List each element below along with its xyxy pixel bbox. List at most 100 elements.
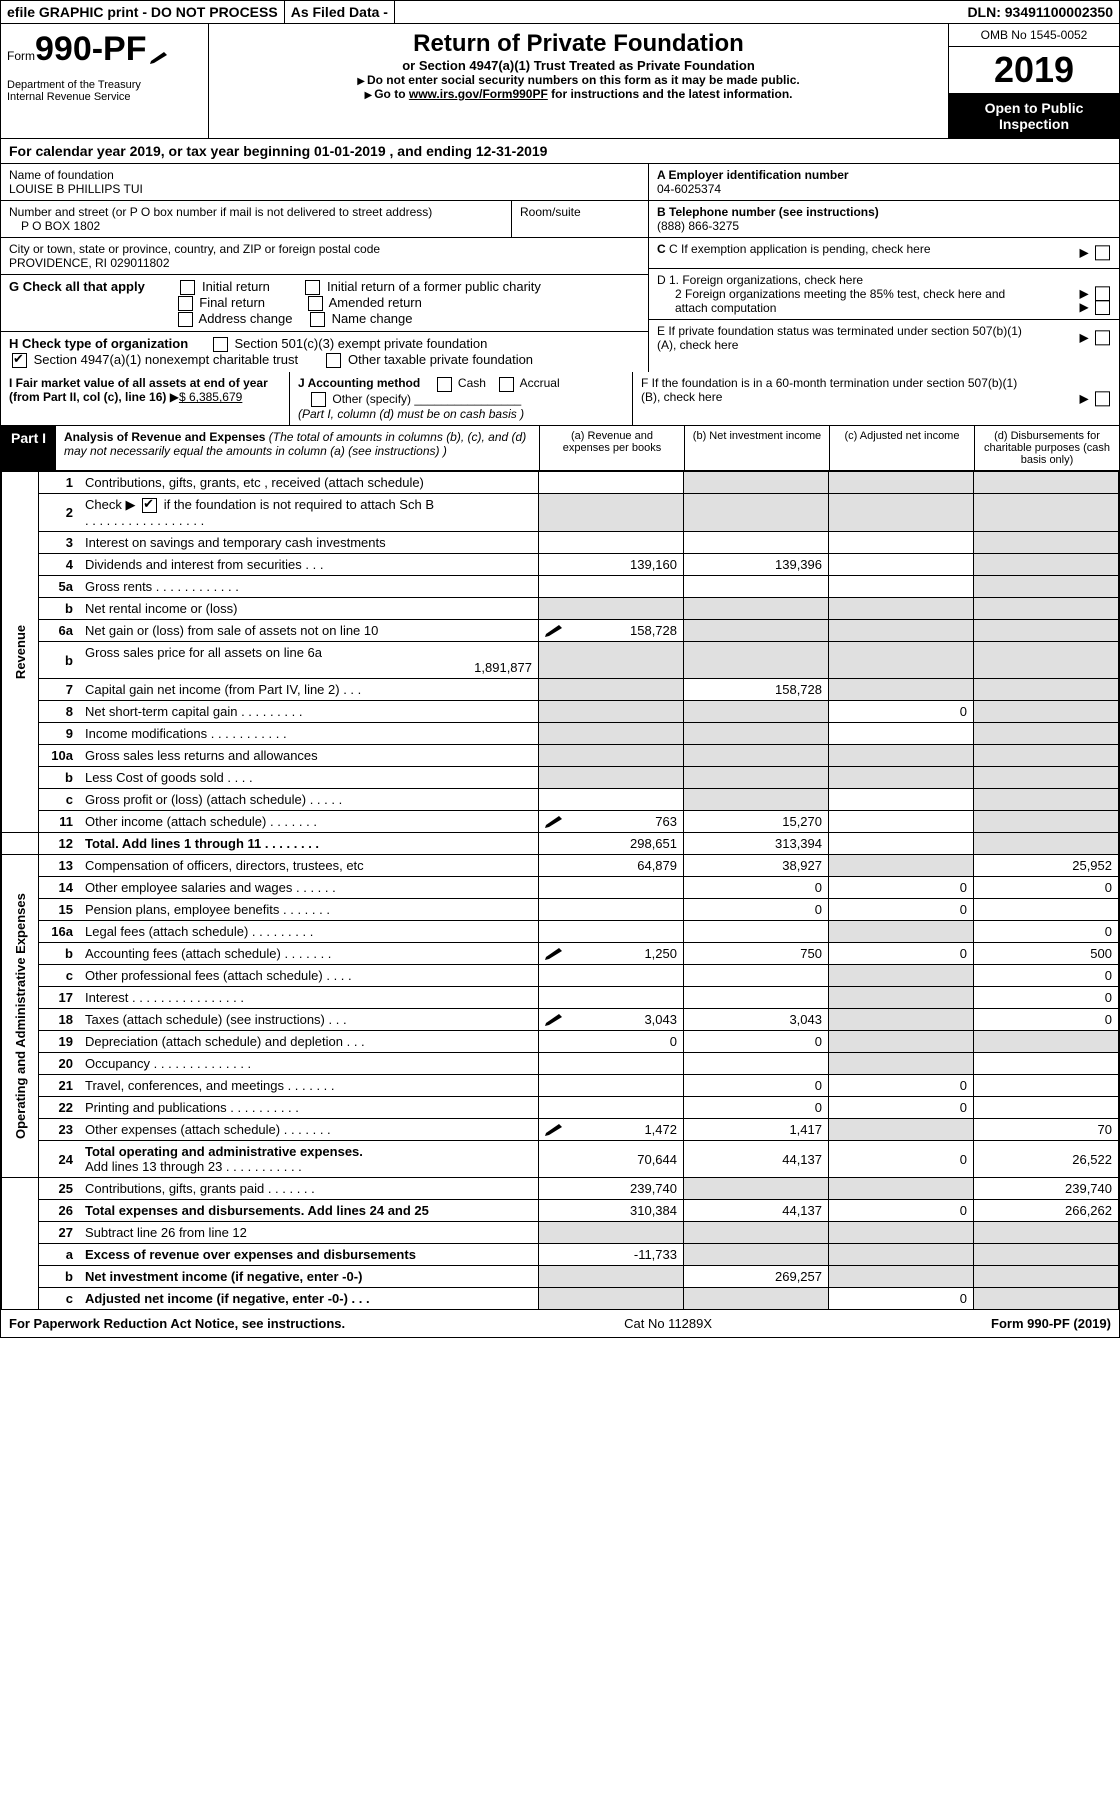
expenses-label: Operating and Administrative Expenses [2,855,39,1178]
phone-cell: B Telephone number (see instructions) (8… [649,201,1119,238]
table-row: bNet rental income or (loss) [2,598,1119,620]
city-cell: City or town, state or province, country… [1,238,648,275]
omb-number: OMB No 1545-0052 [949,24,1119,47]
initial-return-checkbox[interactable] [180,280,195,295]
dln: DLN: 93491100002350 [961,1,1119,23]
form-note1: Do not enter social security numbers on … [215,73,942,87]
table-row: 15Pension plans, employee benefits . . .… [2,899,1119,921]
501c3-checkbox[interactable] [213,337,228,352]
form-number: 990-PF [35,30,147,68]
pencil-icon[interactable] [545,946,565,960]
name-change-checkbox[interactable] [310,312,325,327]
footer-left: For Paperwork Reduction Act Notice, see … [9,1316,345,1331]
table-row: 23Other expenses (attach schedule) . . .… [2,1119,1119,1141]
info-left: Name of foundation LOUISE B PHILLIPS TUI… [1,164,648,372]
table-row: bGross sales price for all assets on lin… [2,642,1119,679]
schb-checkbox[interactable] [142,498,157,513]
room-label: Room/suite [512,201,648,237]
c-checkbox[interactable] [1095,246,1110,261]
f-checkbox[interactable] [1095,391,1110,406]
table-row: 20Occupancy . . . . . . . . . . . . . . [2,1053,1119,1075]
address-change-checkbox[interactable] [178,312,193,327]
table-row: 22Printing and publications . . . . . . … [2,1097,1119,1119]
table-row: bAccounting fees (attach schedule) . . .… [2,943,1119,965]
form-prefix: Form [7,49,35,63]
4947a1-checkbox[interactable] [12,353,27,368]
final-return-checkbox[interactable] [178,296,193,311]
top-bar: efile GRAPHIC print - DO NOT PROCESS As … [1,1,1119,24]
d2-checkbox[interactable] [1095,300,1110,315]
pencil-icon[interactable] [545,1012,565,1026]
form-subtitle: or Section 4947(a)(1) Trust Treated as P… [215,58,942,73]
table-row: 9Income modifications . . . . . . . . . … [2,723,1119,745]
info-grid: Name of foundation LOUISE B PHILLIPS TUI… [1,164,1119,372]
c-cell: C C If exemption application is pending,… [649,238,1119,269]
amended-return-checkbox[interactable] [308,296,323,311]
e-checkbox[interactable] [1095,331,1110,346]
col-d-header: (d) Disbursements for charitable purpose… [974,426,1119,470]
foundation-name-cell: Name of foundation LOUISE B PHILLIPS TUI [1,164,648,201]
dept-treasury: Department of the Treasury [7,79,202,91]
g-line: G Check all that apply Initial return In… [1,275,648,332]
table-row: Revenue 1Contributions, gifts, grants, e… [2,471,1119,493]
asfiled-label: As Filed Data - [285,1,395,23]
table-row: Operating and Administrative Expenses 13… [2,855,1119,877]
period-row: For calendar year 2019, or tax year begi… [1,139,1119,164]
table-row: 3Interest on savings and temporary cash … [2,532,1119,554]
foundation-name: LOUISE B PHILLIPS TUI [9,182,143,196]
table-row: 4Dividends and interest from securities … [2,554,1119,576]
table-row: aExcess of revenue over expenses and dis… [2,1244,1119,1266]
table-row: 24Total operating and administrative exp… [2,1141,1119,1178]
footer-center: Cat No 11289X [624,1316,712,1331]
initial-former-checkbox[interactable] [305,280,320,295]
table-row: 26Total expenses and disbursements. Add … [2,1200,1119,1222]
pencil-icon[interactable] [545,1122,565,1136]
part1-table: Revenue 1Contributions, gifts, grants, e… [1,471,1119,1310]
table-row: 27Subtract line 26 from line 12 [2,1222,1119,1244]
efile-notice: efile GRAPHIC print - DO NOT PROCESS [1,1,285,23]
e-cell: E If private foundation status was termi… [649,320,1119,356]
footer: For Paperwork Reduction Act Notice, see … [1,1310,1119,1337]
cash-checkbox[interactable] [437,377,452,392]
table-row: 8Net short-term capital gain . . . . . .… [2,701,1119,723]
table-row: bNet investment income (if negative, ent… [2,1266,1119,1288]
header-center: Return of Private Foundation or Section … [209,24,948,138]
pencil-icon[interactable] [545,814,565,828]
pencil-icon[interactable] [545,623,565,637]
table-row: 11Other income (attach schedule) . . . .… [2,811,1119,833]
f-cell: F If the foundation is in a 60-month ter… [633,372,1119,425]
form-note2: Go to www.irs.gov/Form990PF for instruct… [215,87,942,101]
foundation-name-label: Name of foundation [9,168,114,182]
form-link[interactable]: www.irs.gov/Form990PF [409,87,548,101]
table-row: 19Depreciation (attach schedule) and dep… [2,1031,1119,1053]
addr: P O BOX 1802 [21,219,100,233]
table-row: 25Contributions, gifts, grants paid . . … [2,1178,1119,1200]
form-header: Form990-PF Department of the Treasury In… [1,24,1119,139]
other-taxable-checkbox[interactable] [326,353,341,368]
city: PROVIDENCE, RI 029011802 [9,256,170,270]
header-right: OMB No 1545-0052 2019 Open to Public Ins… [948,24,1119,138]
table-row: 17Interest . . . . . . . . . . . . . . .… [2,987,1119,1009]
table-row: 10aGross sales less returns and allowanc… [2,745,1119,767]
table-row: 21Travel, conferences, and meetings . . … [2,1075,1119,1097]
tax-year: 2019 [949,47,1119,94]
col-b-header: (b) Net investment income [684,426,829,470]
form-title: Return of Private Foundation [215,30,942,58]
footer-right: Form 990-PF (2019) [991,1316,1111,1331]
part1-desc: Analysis of Revenue and Expenses (The to… [56,426,539,470]
other-method-checkbox[interactable] [311,392,326,407]
i-cell: I Fair market value of all assets at end… [1,372,290,425]
table-row: cAdjusted net income (if negative, enter… [2,1288,1119,1310]
h-line: H Check type of organization Section 501… [1,332,648,372]
table-row: 12Total. Add lines 1 through 11 . . . . … [2,833,1119,855]
table-row: bLess Cost of goods sold . . . . [2,767,1119,789]
table-row: cOther professional fees (attach schedul… [2,965,1119,987]
col-c-header: (c) Adjusted net income [829,426,974,470]
j-cell: J Accounting method Cash Accrual Other (… [290,372,633,425]
addr-label: Number and street (or P O box number if … [9,205,432,219]
ein-cell: A Employer identification number 04-6025… [649,164,1119,201]
accrual-checkbox[interactable] [499,377,514,392]
table-row: 7Capital gain net income (from Part IV, … [2,679,1119,701]
info-right: A Employer identification number 04-6025… [648,164,1119,372]
dept-irs: Internal Revenue Service [7,91,202,103]
